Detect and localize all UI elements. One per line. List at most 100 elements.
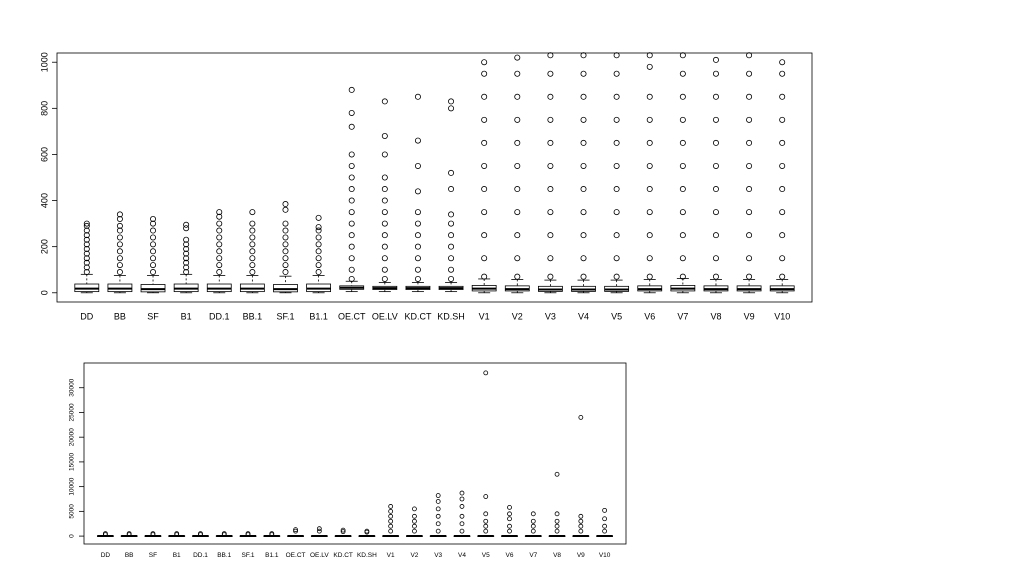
outlier	[414, 243, 421, 250]
outlier	[613, 209, 620, 216]
outlier	[381, 186, 388, 193]
outlier	[448, 105, 455, 112]
outlier	[150, 241, 157, 248]
outlier	[183, 221, 190, 228]
outlier	[507, 528, 512, 534]
outlier	[116, 241, 123, 248]
outlier	[779, 93, 786, 100]
outlier	[348, 266, 355, 273]
outlier	[249, 262, 256, 269]
outlier	[580, 52, 587, 59]
x-tick-label: KD.CT	[333, 552, 353, 559]
x-tick-label: V1	[479, 312, 490, 322]
outlier	[116, 211, 123, 218]
x-tick-label: OE.CT	[338, 312, 366, 322]
outlier	[679, 116, 686, 123]
outlier	[414, 275, 421, 282]
outlier	[547, 209, 554, 216]
outlier	[183, 259, 190, 266]
outlier	[547, 273, 554, 280]
outlier	[779, 255, 786, 262]
outlier	[481, 209, 488, 216]
outlier	[712, 70, 719, 77]
outlier	[315, 241, 322, 248]
outlier	[514, 209, 521, 216]
outlier	[779, 232, 786, 239]
outlier	[481, 116, 488, 123]
outlier	[183, 241, 190, 248]
outlier	[348, 123, 355, 130]
outlier	[580, 139, 587, 146]
outlier	[578, 523, 584, 529]
outlier	[249, 234, 256, 241]
outlier	[779, 162, 786, 169]
outlier	[459, 521, 465, 527]
outlier	[381, 266, 388, 273]
outlier	[712, 162, 719, 169]
x-tick-label: BB	[125, 552, 134, 559]
outlier	[340, 529, 346, 535]
outlier	[530, 523, 536, 529]
outlier	[116, 227, 123, 234]
outlier	[282, 206, 289, 213]
plot-frame	[83, 362, 627, 545]
outlier	[679, 93, 686, 100]
outlier	[126, 531, 132, 537]
outlier	[412, 518, 417, 524]
outlier	[602, 523, 608, 529]
outlier	[183, 245, 190, 252]
outlier	[613, 232, 620, 239]
outlier	[150, 531, 156, 537]
outlier	[646, 232, 653, 239]
outlier	[514, 139, 521, 146]
outlier	[459, 528, 465, 534]
y-tick-label: 600	[39, 147, 49, 162]
outlier	[448, 220, 455, 227]
outlier	[679, 232, 686, 239]
outlier	[150, 262, 157, 269]
outlier	[514, 186, 521, 193]
x-tick-label: V3	[545, 312, 556, 322]
outlier	[779, 70, 786, 77]
outlier	[746, 162, 753, 169]
outlier	[712, 186, 719, 193]
outlier	[646, 186, 653, 193]
outlier	[602, 516, 608, 522]
outlier	[712, 139, 719, 146]
outlier	[514, 255, 521, 262]
outlier	[712, 93, 719, 100]
outlier	[216, 220, 223, 227]
outlier	[459, 513, 465, 519]
outlier	[381, 209, 388, 216]
x-tick-label: SF.1	[276, 312, 294, 322]
outlier	[514, 162, 521, 169]
outlier	[514, 273, 521, 280]
outlier	[547, 70, 554, 77]
outlier	[514, 93, 521, 100]
outlier	[388, 508, 394, 514]
outlier	[412, 506, 417, 512]
outlier	[580, 273, 587, 280]
outlier	[293, 527, 298, 533]
outlier	[150, 227, 157, 234]
x-tick-label: V2	[512, 312, 523, 322]
outlier	[646, 93, 653, 100]
outlier	[414, 162, 421, 169]
y-tick-label: 1000	[39, 52, 49, 72]
outlier	[216, 213, 223, 220]
x-tick-label: V7	[677, 312, 688, 322]
outlier	[412, 523, 417, 529]
outlier	[646, 255, 653, 262]
outlier	[507, 505, 512, 510]
outlier	[315, 248, 322, 255]
x-tick-label: OE.LV	[310, 552, 329, 559]
outlier	[216, 269, 223, 276]
outlier	[547, 255, 554, 262]
x-tick-label: B1	[173, 552, 181, 559]
outlier	[554, 471, 560, 477]
outlier	[746, 70, 753, 77]
x-tick-label: B1.1	[309, 312, 328, 322]
outlier	[779, 186, 786, 193]
y-tick-label: 0	[69, 534, 76, 538]
outlier	[245, 531, 251, 537]
